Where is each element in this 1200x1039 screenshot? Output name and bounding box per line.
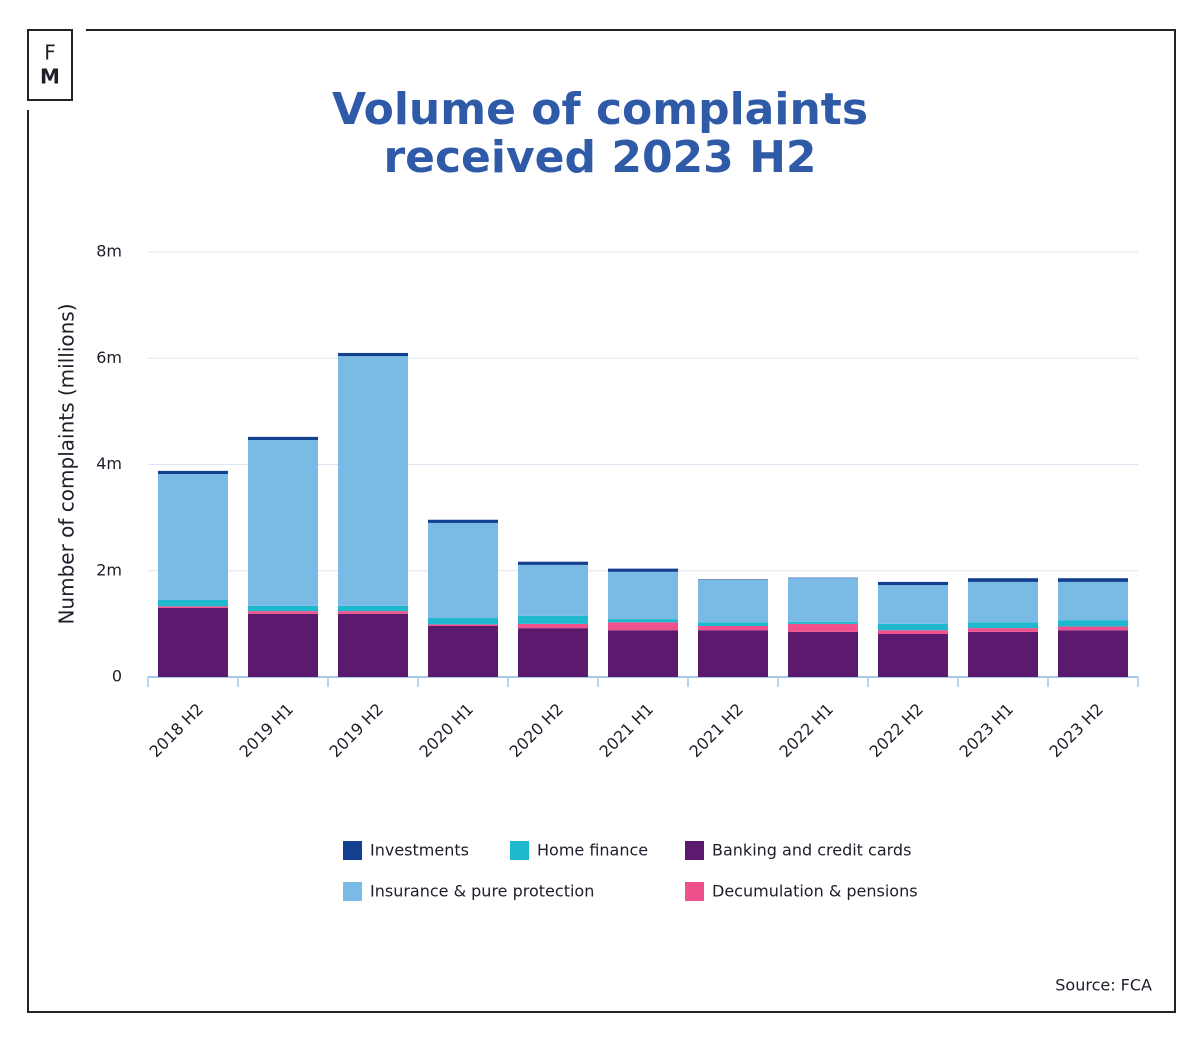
frame <box>27 29 1176 1013</box>
bar-segment <box>1058 620 1128 627</box>
x-tick-label: 2023 H2 <box>1045 700 1107 762</box>
y-tick-label: 8m <box>96 242 122 261</box>
x-tick-label: 2022 H2 <box>865 700 927 762</box>
bar-segment <box>338 613 408 677</box>
y-tick-label: 2m <box>96 560 122 579</box>
bar-segment <box>878 633 948 677</box>
x-tick-label: 2019 H2 <box>325 700 387 762</box>
x-tick-label: 2022 H1 <box>775 700 837 762</box>
bar-segment <box>518 615 588 624</box>
bar-segment <box>518 561 588 565</box>
bar-segment <box>968 622 1038 629</box>
bar-segment <box>158 470 228 475</box>
bar-segment <box>428 624 498 626</box>
logo-m: M <box>40 65 60 89</box>
bar-segment <box>608 630 678 677</box>
bar-segment <box>158 599 228 607</box>
legend-swatch <box>343 882 362 901</box>
x-tick-label: 2021 H1 <box>595 700 657 762</box>
bar-segment <box>608 622 678 631</box>
bar-segment <box>338 611 408 614</box>
bar-segment <box>158 606 228 608</box>
bar-segment <box>248 440 318 606</box>
bar-segment <box>698 579 768 580</box>
bar-segment <box>1058 630 1128 677</box>
bar-segment <box>338 605 408 612</box>
bar-segment <box>788 623 858 632</box>
bar-segment <box>248 613 318 677</box>
chart-title: received 2023 H2 <box>383 132 816 183</box>
bar-segment <box>158 607 228 677</box>
legend-label: Insurance & pure protection <box>370 882 594 901</box>
bar-segment <box>698 622 768 626</box>
chart-title: Volume of complaints <box>332 84 868 135</box>
bar-segment <box>788 621 858 624</box>
x-tick-label: 2021 H2 <box>685 700 747 762</box>
bar-segment <box>968 628 1038 632</box>
y-axis-label: Number of complaints (millions) <box>55 303 79 624</box>
bar-segment <box>248 605 318 612</box>
x-tick-label: 2023 H1 <box>955 700 1017 762</box>
bar-segment <box>608 568 678 572</box>
bar-segment <box>518 564 588 616</box>
bar-segment <box>878 581 948 586</box>
bar-segment <box>878 630 948 634</box>
bar-segment <box>788 631 858 677</box>
bar-segment <box>428 522 498 619</box>
x-tick-label: 2020 H2 <box>505 700 567 762</box>
bar-segment <box>428 626 498 677</box>
y-tick-label: 0 <box>112 667 122 686</box>
legend-label: Banking and credit cards <box>712 841 911 860</box>
bar-segment <box>698 626 768 631</box>
y-tick-label: 6m <box>96 348 122 367</box>
bar-segment <box>698 579 768 623</box>
logo-box <box>27 29 73 101</box>
legend-swatch <box>510 841 529 860</box>
y-tick-label: 4m <box>96 454 122 473</box>
bar-segment <box>788 577 858 579</box>
bar-segment <box>428 618 498 625</box>
bar-segment <box>968 631 1038 677</box>
bar-segment <box>968 578 1038 582</box>
bar-segment <box>428 519 498 523</box>
bar-segment <box>248 611 318 614</box>
bar-segment <box>968 581 1038 623</box>
legend-label: Decumulation & pensions <box>712 882 918 901</box>
bar-segment <box>878 623 948 631</box>
bar-segment <box>878 585 948 624</box>
bar-segment <box>1058 581 1128 621</box>
legend-label: Investments <box>370 841 469 860</box>
x-tick-label: 2018 H2 <box>145 700 207 762</box>
bar-segment <box>1058 578 1128 582</box>
x-tick-label: 2019 H1 <box>235 700 297 762</box>
bar-segment <box>698 630 768 677</box>
bar-segment <box>158 474 228 600</box>
bar-segment <box>248 436 318 441</box>
source: Source: FCA <box>1055 976 1152 995</box>
legend-swatch <box>685 841 704 860</box>
bar-segment <box>338 352 408 357</box>
legend-swatch <box>685 882 704 901</box>
legend-label: Home finance <box>537 841 648 860</box>
bar-segment <box>518 623 588 629</box>
legend-swatch <box>343 841 362 860</box>
bar-segment <box>1058 626 1128 631</box>
logo-f: F <box>44 41 56 65</box>
bar-segment <box>608 571 678 620</box>
bar-segment <box>338 356 408 606</box>
x-tick-label: 2020 H1 <box>415 700 477 762</box>
bar-segment <box>518 628 588 677</box>
bar-segment <box>608 619 678 623</box>
bar-segment <box>788 578 858 622</box>
